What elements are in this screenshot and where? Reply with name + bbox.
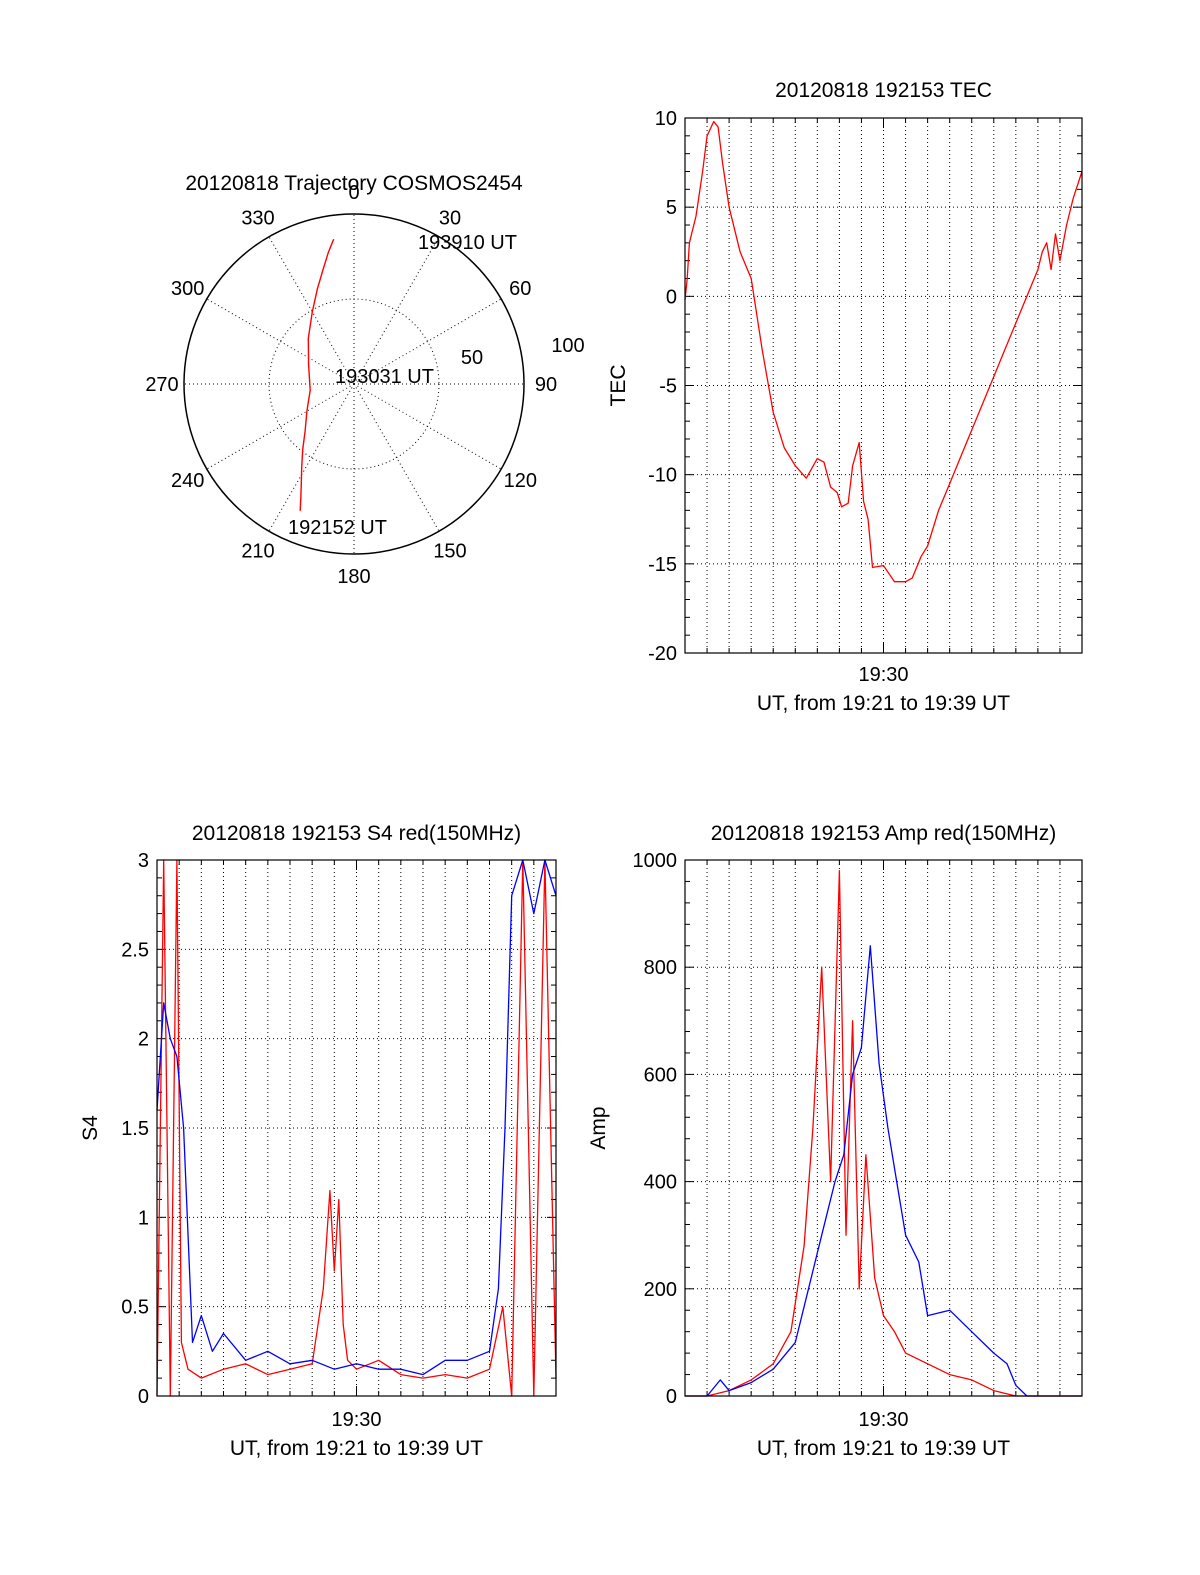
- y-tick-label: 3: [138, 850, 149, 872]
- time-label-end: 193910 UT: [418, 232, 517, 254]
- y-tick-label: -15: [648, 554, 677, 576]
- series-line-blue: [685, 945, 1082, 1397]
- azimuth-label: 0: [348, 182, 359, 204]
- y-tick-label: 2.5: [121, 939, 149, 961]
- y-tick-label: -10: [648, 465, 677, 487]
- azimuth-label: 240: [171, 470, 204, 492]
- polar-spoke: [206, 298, 355, 385]
- polar-spoke: [206, 383, 355, 470]
- y-axis-label: Amp: [587, 1106, 610, 1149]
- azimuth-label: 180: [337, 566, 370, 588]
- x-axis-label: UT, from 19:21 to 19:39 UT: [757, 1437, 1010, 1460]
- azimuth-label: 90: [535, 374, 557, 396]
- s4-panel: 3 2.5 2 1.5 1 0.5 0 20120818 192153 S4 red(150M…: [79, 822, 557, 1460]
- y-tick-label: 2: [138, 1029, 149, 1051]
- time-label-start: 192152 UT: [288, 517, 387, 539]
- plot-frame: [684, 859, 1083, 1397]
- y-tick-label: 200: [644, 1279, 677, 1301]
- azimuth-label: 330: [241, 208, 274, 230]
- polar-ring-50: [268, 298, 440, 470]
- series-line-red: [156, 859, 557, 1397]
- radial-label: 50: [461, 347, 483, 369]
- chart-title: 20120818 192153 S4 red(150MHz): [192, 822, 521, 845]
- azimuth-label: 60: [509, 278, 531, 300]
- tec-panel: 10 5 0 -5 -10 -15 -20 20120818 192153 TEC 19:30 U…: [607, 79, 1083, 715]
- x-tick-label: 19:30: [331, 1409, 381, 1431]
- y-tick-label: 0.5: [121, 1297, 149, 1319]
- x-axis-label: UT, from 19:21 to 19:39 UT: [230, 1437, 483, 1460]
- radial-label: 100: [551, 335, 584, 357]
- y-tick-label: -20: [648, 643, 677, 665]
- chart-title: 20120818 192153 Amp red(150MHz): [711, 822, 1057, 845]
- polar-spoke: [268, 236, 355, 385]
- y-axis-label: S4: [79, 1115, 102, 1141]
- y-tick-label: 600: [644, 1064, 677, 1086]
- plot-frame: [684, 117, 1083, 654]
- azimuth-label: 150: [433, 540, 466, 562]
- time-label-middle: 193031 UT: [335, 366, 434, 388]
- series-line-red: [685, 870, 1082, 1397]
- y-tick-label: 1.5: [121, 1118, 149, 1140]
- y-tick-label: 800: [644, 957, 677, 979]
- azimuth-label: 270: [145, 374, 178, 396]
- x-tick-label: 19:30: [858, 1409, 908, 1431]
- x-axis-label: UT, from 19:21 to 19:39 UT: [757, 692, 1010, 715]
- y-tick-label: 10: [655, 108, 677, 130]
- azimuth-label: 120: [504, 470, 537, 492]
- plot-frame: [156, 859, 557, 1397]
- series-line-blue: [156, 859, 557, 1376]
- polar-ring-outer: [183, 213, 525, 555]
- y-tick-label: 0: [138, 1386, 149, 1408]
- y-tick-label: 5: [666, 197, 677, 219]
- amp-panel: 1000 800 600 400 200 0 20120818 192153 Amp red…: [587, 822, 1083, 1460]
- y-axis-label: TEC: [607, 365, 630, 407]
- y-tick-label: 0: [666, 1386, 677, 1408]
- y-tick-label: 1000: [633, 850, 678, 872]
- polar-title: 20120818 Trajectory COSMOS2454: [185, 172, 523, 195]
- y-tick-label: 400: [644, 1172, 677, 1194]
- y-tick-label: -5: [659, 376, 677, 398]
- series-line-red: [684, 120, 1083, 583]
- y-tick-label: 0: [666, 286, 677, 308]
- y-tick-label: 1: [138, 1207, 149, 1229]
- x-tick-label: 19:30: [858, 664, 908, 686]
- azimuth-label: 30: [439, 208, 461, 230]
- trajectory-line: [299, 238, 335, 511]
- azimuth-label: 210: [241, 540, 274, 562]
- chart-title: 20120818 192153 TEC: [775, 79, 992, 102]
- azimuth-label: 300: [171, 278, 204, 300]
- polar-spoke: [268, 383, 355, 532]
